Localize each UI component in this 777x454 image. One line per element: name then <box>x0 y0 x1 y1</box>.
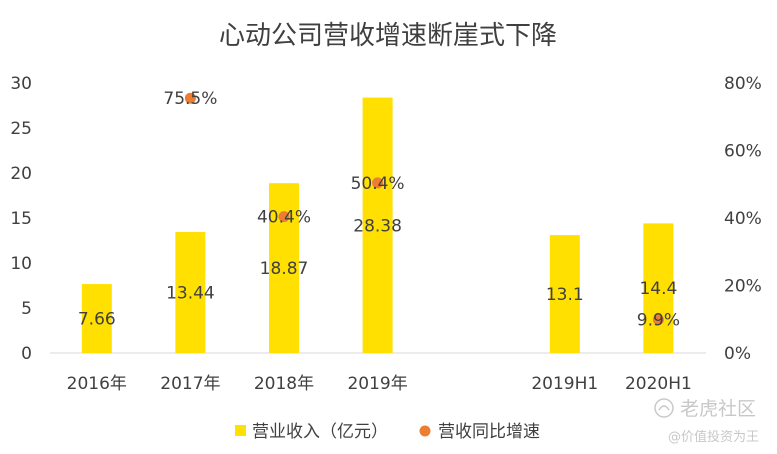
revenue-data-label: 28.38 <box>353 216 402 236</box>
x-axis-labels: 2016年 2017年 2018年 2019年 2019H1 2020H1 <box>67 374 692 394</box>
x-axis-tick: 2019年 <box>347 374 407 394</box>
revenue-bar <box>362 97 393 353</box>
left-axis: 0 5 10 15 20 25 30 <box>10 74 32 364</box>
revenue-data-label: 7.66 <box>78 310 116 330</box>
growth-points <box>184 92 664 326</box>
left-axis-tick: 0 <box>21 344 32 364</box>
revenue-bar <box>175 232 206 353</box>
legend-growth-label: 营收同比增速 <box>438 422 540 442</box>
right-axis-tick: 80% <box>724 74 762 94</box>
x-axis-tick: 2017年 <box>160 374 220 394</box>
left-axis-tick: 30 <box>10 74 32 94</box>
legend-revenue-swatch <box>235 425 246 436</box>
watermark: 老虎社区 @价值投资为王 <box>654 398 759 445</box>
watermark-logo-icon <box>654 398 674 418</box>
revenue-data-label: 13.1 <box>546 285 584 305</box>
revenue-data-label: 14.4 <box>639 279 677 299</box>
growth-data-label: 40.4% <box>257 208 311 228</box>
growth-labels: 75.5% 40.4% 50.4% 9.9% <box>163 89 680 330</box>
growth-data-label: 9.9% <box>637 311 680 331</box>
revenue-bar <box>549 235 580 353</box>
growth-point <box>652 314 664 326</box>
growth-point <box>278 211 290 223</box>
watermark-handle: @价值投资为王 <box>668 429 759 445</box>
x-axis-tick: 2019H1 <box>531 374 598 394</box>
bars <box>81 97 674 353</box>
left-axis-tick: 5 <box>21 299 32 319</box>
right-axis: 0% 20% 40% 60% 80% <box>724 74 762 364</box>
left-axis-tick: 10 <box>10 254 32 274</box>
x-axis-tick: 2018年 <box>254 374 314 394</box>
left-axis-tick: 15 <box>10 209 32 229</box>
growth-data-label: 50.4% <box>351 174 405 194</box>
revenue-bar <box>643 223 674 353</box>
left-axis-tick: 25 <box>10 119 32 139</box>
right-axis-tick: 40% <box>724 209 762 229</box>
legend: 营业收入（亿元） 营收同比增速 <box>235 422 540 442</box>
revenue-bar <box>81 284 112 353</box>
revenue-data-label: 18.87 <box>260 259 309 279</box>
right-axis-tick: 20% <box>724 277 762 297</box>
growth-data-label: 75.5% <box>163 89 217 109</box>
chart-title: 心动公司营收增速断崖式下降 <box>219 21 557 51</box>
legend-revenue-label: 营业收入（亿元） <box>252 422 388 442</box>
revenue-data-label: 13.44 <box>166 284 215 304</box>
growth-point <box>184 92 196 104</box>
watermark-brand: 老虎社区 <box>680 398 756 420</box>
legend-growth-swatch <box>419 425 431 437</box>
bar-labels: 7.66 13.44 18.87 28.38 13.1 14.4 <box>78 216 677 329</box>
left-axis-tick: 20 <box>10 164 32 184</box>
right-axis-tick: 0% <box>724 344 751 364</box>
x-axis-tick: 2016年 <box>67 374 127 394</box>
x-axis-tick: 2020H1 <box>625 374 692 394</box>
growth-point <box>372 177 384 189</box>
right-axis-tick: 60% <box>724 142 762 162</box>
